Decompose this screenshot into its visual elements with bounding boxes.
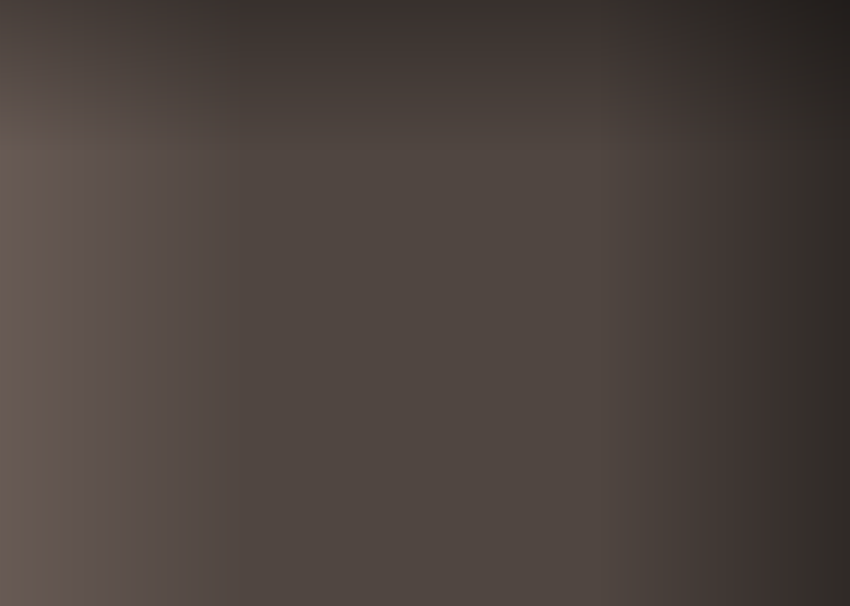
Bar xyxy=(748,26,828,30)
Text: .com: .com xyxy=(742,15,783,30)
Text: Six Sigma Black Belt: Six Sigma Black Belt xyxy=(20,48,235,68)
Text: Salary Comparison By Education: Salary Comparison By Education xyxy=(20,21,577,50)
Bar xyxy=(748,14,828,18)
Bar xyxy=(748,14,780,42)
Bar xyxy=(748,54,828,58)
Text: Master's Degree: Master's Degree xyxy=(486,572,666,591)
Polygon shape xyxy=(300,113,328,355)
Bar xyxy=(748,42,828,46)
Bar xyxy=(748,34,828,38)
Text: 88,300 USD: 88,300 USD xyxy=(158,283,277,301)
Bar xyxy=(748,18,828,22)
Text: explorer: explorer xyxy=(683,15,755,30)
Polygon shape xyxy=(155,333,328,355)
Text: +60%: +60% xyxy=(370,95,468,124)
Polygon shape xyxy=(635,0,663,221)
Text: 142,000 USD: 142,000 USD xyxy=(653,163,784,181)
Bar xyxy=(748,38,828,42)
Bar xyxy=(748,50,828,54)
Polygon shape xyxy=(490,0,635,199)
Bar xyxy=(748,22,828,26)
Text: Bachelor's Degree: Bachelor's Degree xyxy=(141,572,342,591)
Polygon shape xyxy=(490,199,663,221)
Bar xyxy=(748,14,828,66)
Text: salary: salary xyxy=(628,15,680,30)
Bar xyxy=(748,46,828,50)
Text: United States: United States xyxy=(20,71,181,91)
Polygon shape xyxy=(155,113,300,333)
Bar xyxy=(748,58,828,62)
Bar xyxy=(748,62,828,66)
Bar xyxy=(748,30,828,34)
Text: Average Yearly Salary: Average Yearly Salary xyxy=(838,250,848,356)
